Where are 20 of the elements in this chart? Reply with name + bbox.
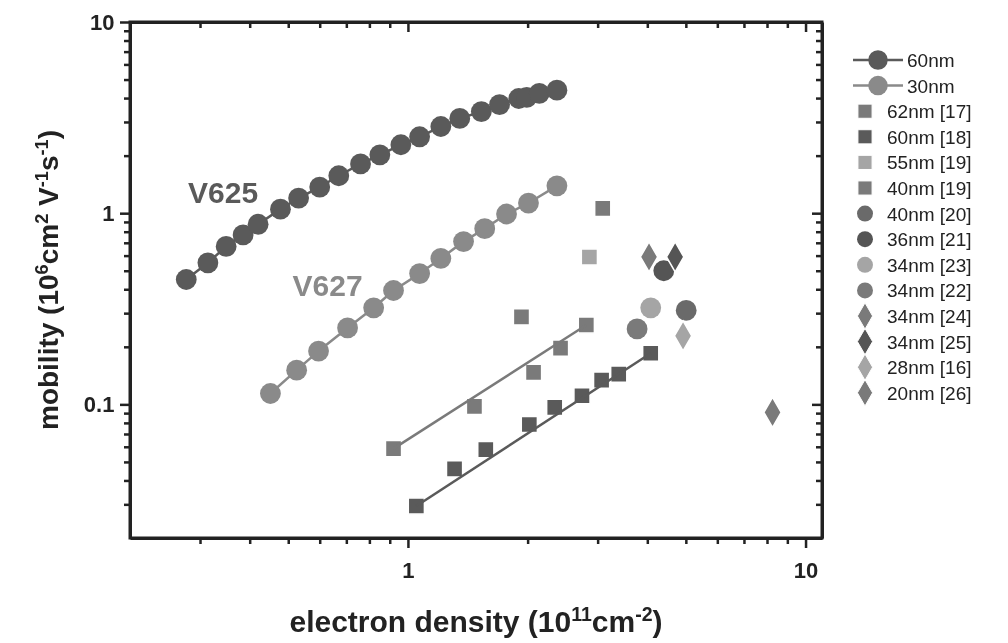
legend-label: 34nm [23] bbox=[887, 254, 972, 276]
legend-label: 40nm [19] bbox=[887, 178, 972, 199]
legend-label: 36nm [21] bbox=[887, 229, 972, 251]
annotation: V627 bbox=[292, 268, 363, 302]
y-tick-label: 1 bbox=[102, 200, 115, 226]
legend-label: 34nm [24] bbox=[887, 306, 972, 327]
legend-label: 20nm [26] bbox=[887, 382, 972, 404]
y-tick-label: 10 bbox=[89, 9, 115, 35]
legend-label: 34nm [22] bbox=[887, 280, 972, 302]
legend-label: 55nm [19] bbox=[887, 152, 972, 174]
legend-label: 40nm [20] bbox=[887, 203, 972, 225]
legend-label: 60nm [18] bbox=[887, 126, 972, 148]
legend-label: 28nm [16] bbox=[887, 357, 972, 379]
legend-label: 60nm bbox=[907, 50, 955, 71]
annotation: V625 bbox=[188, 175, 259, 209]
legend-label: 34nm [25] bbox=[887, 331, 972, 353]
x-axis-title: electron density (10$^{11}$cm$^{-2}$) bbox=[289, 603, 663, 638]
legend-label: 62nm [17] bbox=[887, 101, 972, 123]
y-tick-label: 0.1 bbox=[83, 391, 115, 417]
legend-label: 30nm bbox=[907, 75, 955, 97]
